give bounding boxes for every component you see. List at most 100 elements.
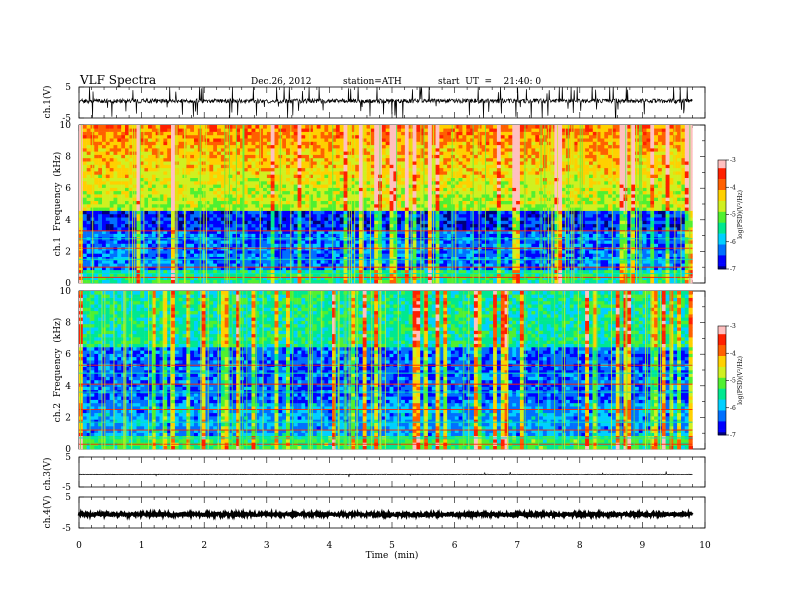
heatmap-cell (240, 194, 245, 198)
heatmap-cell (205, 260, 210, 264)
heatmap-cell (148, 220, 153, 225)
heatmap-cell (109, 223, 114, 228)
heatmap-cell (105, 269, 110, 274)
heatmap-cell (362, 230, 367, 234)
heatmap-cell (286, 144, 291, 149)
heatmap-cell (136, 138, 141, 142)
heatmap-cell (358, 164, 363, 169)
heatmap-cell (328, 167, 333, 172)
heatmap-cell (435, 157, 440, 162)
heatmap-cell (389, 151, 394, 155)
heatmap-cell (358, 131, 363, 136)
heatmap-cell (144, 128, 149, 132)
heatmap-cell (274, 210, 279, 215)
heatmap-cell (236, 144, 241, 149)
heatmap-cell (167, 161, 172, 165)
heatmap-cell (178, 131, 183, 136)
heatmap-cell (128, 266, 133, 271)
heatmap-cell (128, 276, 133, 280)
heatmap-cell (289, 210, 294, 215)
heatmap-cell (178, 279, 183, 284)
heatmap-cell (247, 243, 252, 248)
heatmap-cell (151, 276, 156, 280)
heatmap-cell (79, 276, 84, 280)
heatmap-cell (121, 171, 126, 175)
heatmap-cell (263, 243, 268, 248)
heatmap-cell (420, 200, 425, 205)
heatmap-cell (427, 276, 432, 280)
heatmap-cell (370, 164, 375, 169)
heatmap-cell (358, 200, 363, 205)
heatmap-cell (163, 240, 168, 244)
heatmap-cell (209, 217, 214, 221)
heatmap-cell (128, 141, 133, 146)
heatmap-cell (274, 256, 279, 261)
heatmap-cell (163, 279, 168, 284)
heatmap-cell (397, 125, 402, 129)
heatmap-cell (454, 260, 459, 264)
heatmap-cell (439, 134, 444, 139)
heatmap-cell (236, 167, 241, 172)
heatmap-cell (213, 223, 218, 228)
heatmap-cell (178, 207, 183, 211)
heatmap-cell (159, 256, 164, 261)
heatmap-cell (190, 263, 195, 267)
heatmap-cell (151, 213, 156, 218)
heatmap-cell (113, 204, 118, 208)
heatmap-cell (121, 227, 126, 231)
heatmap-cell (82, 151, 87, 155)
heatmap-cell (117, 223, 122, 228)
heatmap-cell (171, 125, 176, 129)
heatmap-cell (144, 134, 149, 139)
station-label: station=ATH (343, 77, 402, 87)
heatmap-cell (117, 144, 122, 149)
heatmap-cell (320, 227, 325, 231)
heatmap-cell (220, 250, 225, 254)
heatmap-cell (355, 266, 360, 271)
heatmap-cell (289, 276, 294, 280)
heatmap-cell (328, 256, 333, 261)
heatmap-cell (163, 128, 168, 132)
heatmap-cell (270, 128, 275, 132)
heatmap-cell (301, 154, 306, 159)
heatmap-cell (328, 253, 333, 257)
heatmap-cell (351, 210, 356, 215)
heatmap-cell (450, 213, 455, 218)
heatmap-cell (370, 144, 375, 149)
heatmap-cell (274, 181, 279, 185)
heatmap-cell (220, 190, 225, 195)
heatmap-cell (427, 125, 432, 129)
heatmap-cell (401, 210, 406, 215)
heatmap-cell (289, 161, 294, 165)
heatmap-cell (335, 233, 340, 238)
heatmap-cell (301, 148, 306, 152)
heatmap-cell (243, 161, 248, 165)
heatmap-cell (102, 227, 107, 231)
heatmap-cell (404, 157, 409, 162)
heatmap-cell (205, 187, 210, 192)
heatmap-cell (439, 167, 444, 172)
heatmap-cell (117, 141, 122, 146)
heatmap-cell (385, 148, 390, 152)
heatmap-cell (128, 220, 133, 225)
heatmap-cell (121, 148, 126, 152)
heatmap-cell (374, 273, 379, 277)
heatmap-cell (450, 184, 455, 188)
heatmap-cell (328, 273, 333, 277)
heatmap-cell (351, 273, 356, 277)
heatmap-cell (163, 200, 168, 205)
heatmap-cell (374, 187, 379, 192)
heatmap-cell (454, 273, 459, 277)
heatmap-cell (374, 197, 379, 201)
heatmap-cell (151, 125, 156, 129)
heatmap-cell (404, 164, 409, 169)
heatmap-cell (140, 181, 145, 185)
heatmap-cell (255, 207, 260, 211)
heatmap-cell (94, 164, 99, 169)
heatmap-cell (447, 263, 452, 267)
heatmap-cell (351, 144, 356, 149)
heatmap-cell (316, 273, 321, 277)
heatmap-cell (282, 213, 287, 218)
heatmap-cell (167, 253, 172, 257)
heatmap-cell (435, 148, 440, 152)
